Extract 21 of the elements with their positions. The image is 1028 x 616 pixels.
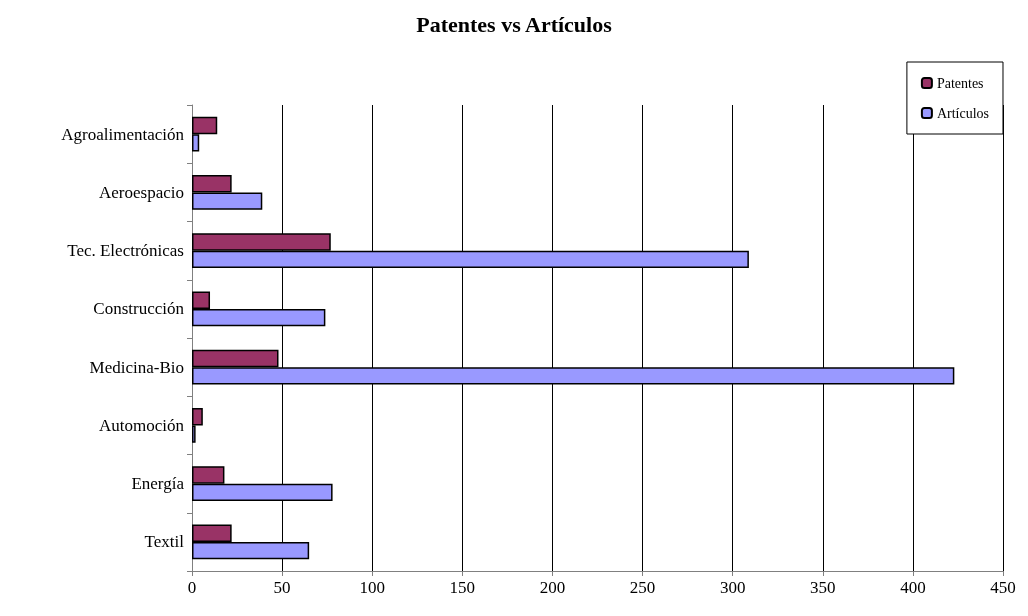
chart-title: Patentes vs Artículos <box>416 11 613 37</box>
y-tick-label: Automoción <box>99 415 185 435</box>
legend-label: Patentes <box>936 75 984 91</box>
x-tick-label: 0 <box>187 578 197 597</box>
y-tick-label: Aeroespacio <box>99 182 184 202</box>
y-tick-label: Tec. Electrónicas <box>67 241 184 261</box>
legend-label: Artículos <box>936 105 990 121</box>
x-tick-label: 400 <box>900 578 926 597</box>
x-tick-label: 300 <box>719 578 746 597</box>
y-tick-label: Textil <box>144 532 185 552</box>
x-tick-label: 100 <box>359 578 385 597</box>
y-tick-label: Construcción <box>93 299 185 319</box>
x-tick-label: 150 <box>449 578 476 597</box>
x-tick-label: 450 <box>990 578 1016 597</box>
x-tick-label: 250 <box>629 578 656 597</box>
y-tick-label: Energía <box>131 474 185 494</box>
y-tick-label: Agroalimentación <box>61 124 185 144</box>
x-tick-label: 350 <box>810 578 836 597</box>
y-tick-label: Medicina-Bio <box>89 357 184 377</box>
x-tick-label: 50 <box>273 578 291 597</box>
x-tick-label: 200 <box>539 578 566 597</box>
